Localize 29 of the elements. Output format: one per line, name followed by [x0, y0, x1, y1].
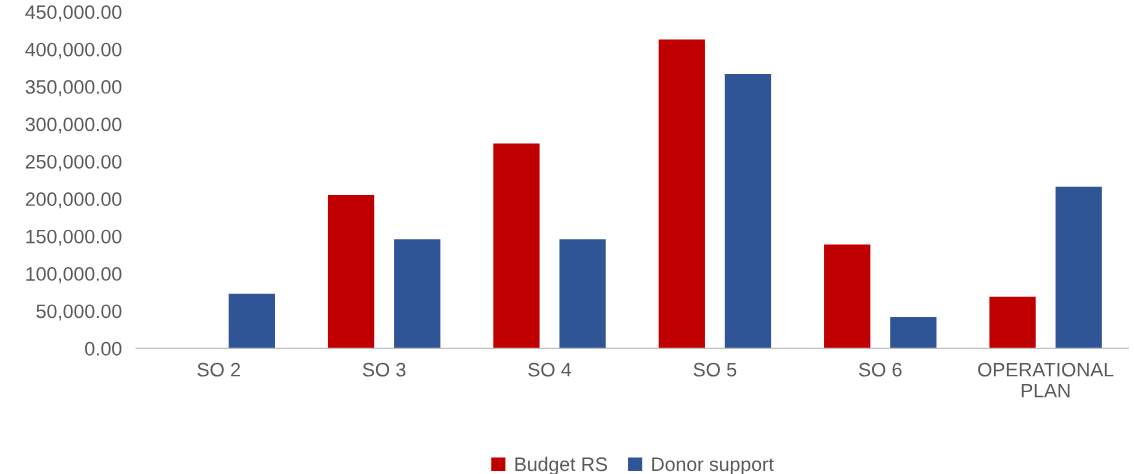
bar — [394, 239, 441, 349]
y-tick-label: 400,000.00 — [25, 42, 122, 59]
bar — [228, 293, 275, 349]
legend-label: Donor support — [652, 457, 774, 474]
y-tick-label: 50,000.00 — [36, 304, 122, 321]
y-tick-label: 200,000.00 — [25, 192, 122, 209]
x-tick-label: OPERATIONAL PLAN — [978, 362, 1114, 398]
y-tick-label: 100,000.00 — [26, 267, 122, 284]
bar — [327, 195, 375, 349]
x-tick-label: SO 6 — [859, 362, 902, 377]
x-tick-label: SO 2 — [197, 362, 240, 377]
y-tick-label: 300,000.00 — [25, 117, 122, 134]
bar — [890, 316, 937, 349]
y-tick-label: 350,000.00 — [25, 80, 122, 97]
y-tick-label: 150,000.00 — [26, 229, 122, 246]
bar — [559, 239, 606, 349]
bar — [658, 39, 705, 349]
x-tick-label: SO 3 — [362, 362, 406, 377]
bar — [493, 143, 540, 349]
bar — [989, 296, 1036, 349]
y-tick-label: 450,000.00 — [25, 5, 122, 22]
legend-label: Budget RS — [515, 456, 608, 474]
y-tick-label: 250,000.00 — [25, 154, 122, 171]
bar — [1055, 186, 1102, 349]
x-tick-label: SO 4 — [528, 362, 572, 377]
bar — [824, 244, 871, 349]
x-tick-label: SO 5 — [693, 362, 737, 377]
y-tick-label: 0.00 — [85, 341, 122, 356]
bar — [724, 73, 772, 349]
